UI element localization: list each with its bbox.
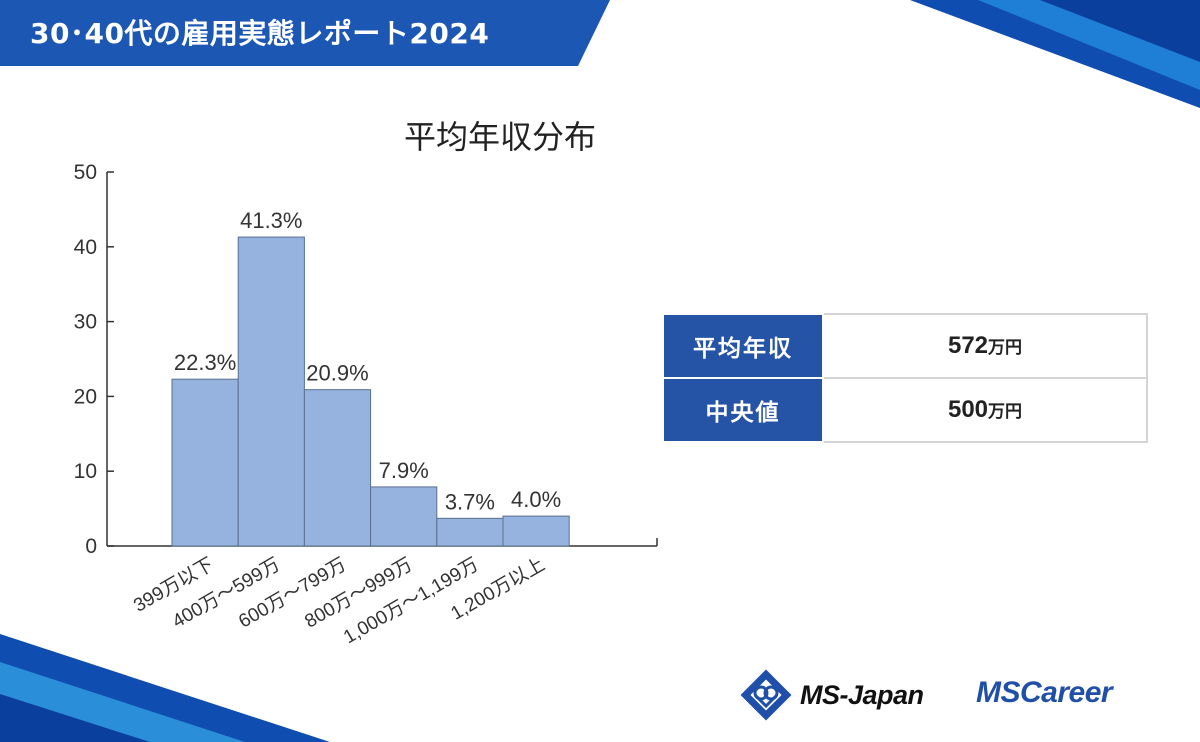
data-label: 7.9% [379, 458, 429, 483]
average-income-label: 平均年収 [662, 313, 824, 379]
data-label: 22.3% [174, 350, 236, 375]
median-income-value-cell: 500万円 [822, 377, 1148, 443]
stats-row-median: 中央値 500万円 [662, 377, 1148, 443]
y-tick-label: 40 [74, 236, 97, 259]
median-income-label: 中央値 [662, 377, 824, 443]
ms-japan-wordmark: MS-Japan [800, 679, 924, 710]
data-label: 20.9% [306, 361, 368, 386]
income-stats-table: 平均年収 572万円 中央値 500万円 [662, 313, 1148, 443]
chart-title: 平均年収分布 [403, 118, 596, 156]
stats-row-average: 平均年収 572万円 [662, 313, 1148, 379]
average-income-value-cell: 572万円 [822, 313, 1148, 379]
bar [502, 515, 570, 547]
average-income-unit: 万円 [988, 338, 1023, 358]
ms-japan-emblem-icon [740, 669, 792, 721]
y-tick-label: 0 [85, 535, 97, 558]
y-tick-label: 50 [74, 161, 97, 184]
report-title: 30･40代の雇用実態レポート2024 [30, 17, 490, 50]
bar [171, 378, 239, 547]
data-label: 3.7% [445, 489, 495, 514]
bar [303, 389, 372, 547]
average-income-value: 572 [947, 332, 989, 359]
y-tick-label: 10 [74, 460, 97, 483]
bar [370, 486, 438, 547]
data-label: 4.0% [511, 487, 561, 512]
bar [237, 236, 305, 547]
data-label: 41.3% [240, 208, 302, 233]
y-tick-label: 20 [74, 385, 97, 408]
ms-career-logo: MSCareer [976, 676, 1113, 709]
ms-japan-logo: MS-Japan [740, 667, 924, 723]
bar [436, 517, 504, 547]
median-income-unit: 万円 [988, 402, 1023, 422]
y-tick-label: 30 [74, 311, 97, 334]
median-income-value: 500 [947, 396, 989, 423]
